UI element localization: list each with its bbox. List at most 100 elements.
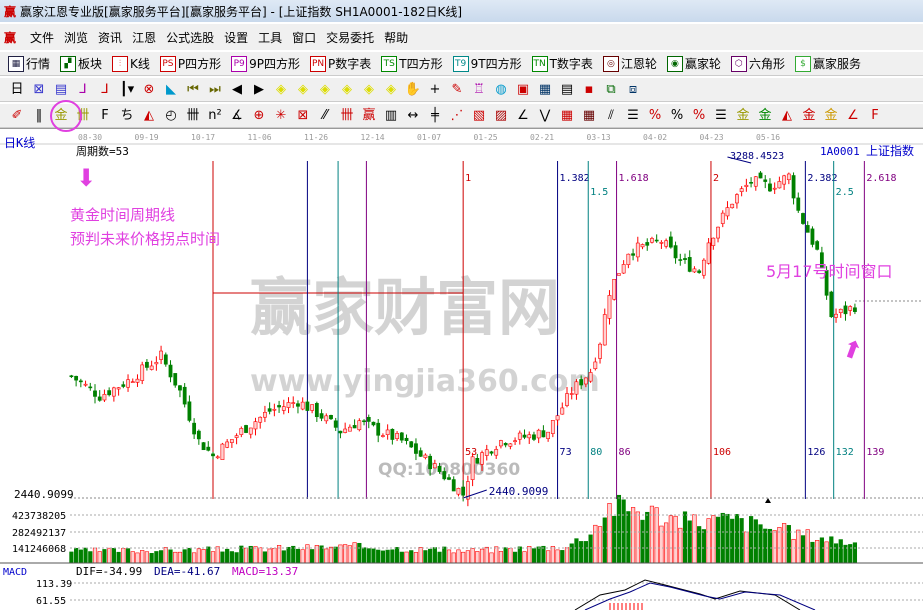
hand-button[interactable]: ✋ — [404, 81, 422, 99]
calculator-button[interactable]: ▦ — [536, 81, 554, 99]
kline-chart[interactable]: 08-30 09-19 10-17 11-06 11-26 12-14 01-07 01-25… — [0, 129, 923, 611]
square2-button[interactable]: ▨ — [492, 107, 510, 125]
indicator9-button[interactable]: ⅃ — [96, 81, 114, 99]
volume-bar — [682, 511, 688, 564]
fan-lines-button[interactable]: ⋰ — [448, 107, 466, 125]
equal-button[interactable]: ☰ — [712, 107, 730, 125]
p9-button[interactable]: P9 9P四方形 — [231, 55, 300, 72]
table2-button[interactable]: ▦ — [580, 107, 598, 125]
p9-icon: P9 — [231, 55, 248, 72]
gold-box2-button[interactable]: 金 — [822, 107, 840, 125]
bars-button[interactable]: 卌 — [338, 107, 356, 125]
period-day-button[interactable]: 日▾ — [8, 81, 26, 102]
spiral-button[interactable]: ち — [118, 107, 136, 125]
right-button[interactable]: ▶ — [250, 81, 268, 99]
gold-line-button[interactable]: 金 — [756, 107, 774, 125]
cycle-count-label: 86 — [619, 447, 631, 458]
gann-wheel-button[interactable]: ◎ 江恩轮 — [602, 55, 657, 72]
zoom-left-button[interactable]: ◈ — [272, 81, 290, 99]
fib-button[interactable]: F — [96, 107, 114, 125]
zoom-right-button[interactable]: ◈ — [294, 81, 312, 99]
wave-button[interactable]: ⋁ — [536, 107, 554, 125]
angle2-button[interactable]: ∠ — [514, 107, 532, 125]
target-button[interactable]: ⊕ — [250, 107, 268, 125]
winner-button[interactable]: 赢 — [360, 107, 378, 125]
chart-button[interactable]: ⊠ — [30, 81, 48, 99]
expand-button[interactable]: ◈ — [316, 81, 334, 99]
left-button[interactable]: ◀ — [228, 81, 246, 99]
parallel-button[interactable]: ‖ — [30, 107, 48, 125]
width-button[interactable]: ↔ — [404, 107, 422, 125]
menu-item[interactable]: 帮助 — [384, 30, 409, 45]
box-button[interactable]: ⊠ — [294, 107, 312, 125]
first-button[interactable]: ⏮ — [184, 81, 202, 99]
indicator3-button[interactable]: ⅃ — [74, 81, 92, 99]
calendar-button[interactable]: ▣ — [514, 81, 532, 99]
slash-button[interactable]: ⁄⁄ — [316, 107, 334, 125]
winner-wheel-button[interactable]: ◉ 赢家轮 — [666, 55, 721, 72]
menu-item[interactable]: 交易委托 — [326, 30, 375, 45]
grid-button[interactable]: ▦ 行情 — [8, 55, 50, 72]
gold-box-button[interactable]: 金 — [800, 107, 818, 125]
grid-line-button[interactable]: ╪ — [426, 107, 444, 125]
window-title: 赢家江恩专业版[赢家服务平台][赢家服务平台] - [上证指数 SH1A0001… — [20, 4, 463, 19]
tool-button[interactable]: ♖ — [470, 81, 488, 99]
tn-button[interactable]: TN T数字表 — [531, 55, 593, 72]
cross-button[interactable]: ⊗ — [140, 81, 158, 99]
menu-item[interactable]: 文件 — [30, 30, 55, 45]
menu-item[interactable]: 浏览 — [64, 30, 89, 45]
ps-button[interactable]: PS P四方形 — [159, 55, 221, 72]
crosshair-button[interactable]: + — [426, 81, 444, 99]
menu-item[interactable]: 设置 — [224, 30, 249, 45]
lines-button[interactable]: 卌 — [184, 107, 202, 125]
pencil-button[interactable]: ✐ — [8, 107, 26, 125]
save-button[interactable]: ▪ — [580, 81, 598, 99]
doc-button[interactable]: ▤ — [52, 81, 70, 99]
up-button[interactable]: ◈ — [360, 81, 378, 99]
gold-circle-button[interactable]: 金 — [734, 107, 752, 125]
circle-button[interactable]: ◴ — [162, 107, 180, 125]
percent-button[interactable]: % — [668, 107, 686, 125]
pn-button[interactable]: PN P数字表 — [310, 55, 371, 72]
candle-button[interactable]: ┃▾ — [118, 81, 136, 99]
grid-line-icon: ╪ — [431, 107, 439, 123]
color-button[interactable]: ◣ — [162, 81, 180, 99]
t9-button[interactable]: T9 9T四方形 — [452, 55, 522, 72]
kline-button[interactable]: ⫶ K线 — [112, 55, 150, 72]
f-button[interactable]: F — [866, 107, 884, 125]
angle-button[interactable]: ∡ — [228, 107, 246, 125]
star-button[interactable]: ✳ — [272, 107, 290, 125]
hexagon-button[interactable]: ⬡ 六角形 — [730, 55, 785, 72]
network-button[interactable]: ⧉ — [602, 81, 620, 99]
percent2-button[interactable]: % — [690, 107, 708, 125]
candle — [381, 433, 385, 438]
menu-item[interactable]: 工具 — [258, 30, 283, 45]
menu-item[interactable]: 资讯 — [98, 30, 123, 45]
blocks-button[interactable]: ▞ 板块 — [60, 55, 102, 72]
pen-button[interactable]: ✎ — [448, 81, 466, 99]
angle3-button[interactable]: ∠ — [844, 107, 862, 125]
stripes-button[interactable]: ⫽ — [602, 107, 620, 125]
volume-bar — [852, 542, 858, 564]
n2-button[interactable]: n² — [206, 107, 224, 125]
shrink-button[interactable]: ◈ — [338, 81, 356, 99]
candle-icon: ┃▾ — [119, 81, 135, 97]
percent-red-button[interactable]: % — [646, 107, 664, 125]
ruler-button[interactable]: ▥ — [382, 107, 400, 125]
fan2-button[interactable]: ◭ — [778, 107, 796, 125]
ts-button[interactable]: TS T四方形 — [381, 55, 443, 72]
export-button[interactable]: ⧈ — [624, 81, 642, 99]
down-button[interactable]: ◈ — [382, 81, 400, 99]
fan-button[interactable]: ◭ — [140, 107, 158, 125]
chart-area[interactable]: 08-30 09-19 10-17 11-06 11-26 12-14 01-07 01-25… — [0, 128, 923, 611]
list-button[interactable]: ☰ — [624, 107, 642, 125]
globe-button[interactable]: ◍ — [492, 81, 510, 99]
square-button[interactable]: ▧ — [470, 107, 488, 125]
menu-item[interactable]: 江恩 — [132, 30, 157, 45]
notes-button[interactable]: ▤ — [558, 81, 576, 99]
menu-item[interactable]: 窗口 — [292, 30, 317, 45]
menu-item[interactable]: 公式选股 — [166, 30, 215, 45]
dollar-button[interactable]: $ 赢家服务 — [794, 55, 861, 72]
last-button[interactable]: ⏭ — [206, 81, 224, 99]
table-button[interactable]: ▦ — [558, 107, 576, 125]
